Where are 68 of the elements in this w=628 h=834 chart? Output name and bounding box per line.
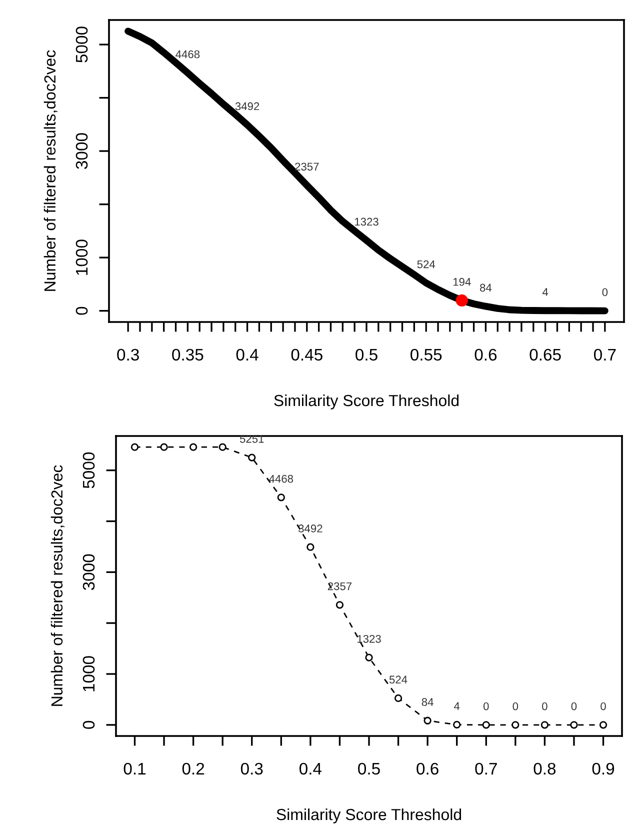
- data-label: 0: [512, 702, 518, 710]
- point: [218, 443, 226, 451]
- y-tick-label: 1000: [76, 240, 88, 275]
- data-label: 3492: [235, 102, 260, 110]
- y-tick-label: 5000: [82, 452, 95, 488]
- x-tick-label: 0.7: [594, 348, 616, 361]
- x-tick-label: 0.45: [291, 348, 322, 361]
- x-axis-title: Similarity Score Threshold: [276, 808, 462, 824]
- x-axis-title: Similarity Score Threshold: [274, 394, 459, 410]
- x-tick-label: 0.65: [530, 348, 561, 361]
- x-tick-label: 0.3: [240, 762, 263, 775]
- x-tick-label: 0.8: [534, 762, 556, 775]
- data-label: 4: [454, 702, 460, 710]
- y-tick-label: 3000: [82, 554, 95, 590]
- point: [306, 543, 314, 551]
- data-label: 3492: [298, 524, 322, 532]
- data-label: 0: [542, 702, 548, 710]
- data-label: 1323: [357, 634, 381, 643]
- point: [599, 721, 608, 729]
- x-tick-label: 0.5: [358, 762, 380, 775]
- data-label: 84: [422, 698, 434, 706]
- point: [453, 720, 461, 729]
- point: [277, 494, 285, 502]
- y-tick-label: 0: [82, 720, 95, 729]
- data-label: 4468: [176, 50, 200, 58]
- data-label: 0: [602, 288, 608, 296]
- x-tick-label: 0.2: [182, 762, 204, 775]
- x-tick-label: 0.35: [172, 348, 204, 361]
- data-label: 1323: [354, 218, 378, 226]
- point: [482, 721, 490, 729]
- point: [248, 454, 256, 462]
- point: [394, 694, 402, 702]
- data-label: 4: [542, 288, 548, 296]
- data-label: 4468: [269, 474, 294, 483]
- data-label: 524: [417, 260, 436, 268]
- point: [570, 721, 578, 729]
- data-label: 194: [453, 278, 471, 286]
- x-tick-label: 0.3: [117, 348, 139, 361]
- data-label: 524: [389, 676, 408, 684]
- data-label: 84: [480, 284, 492, 292]
- point: [189, 443, 198, 451]
- x-tick-label: 0.5: [356, 348, 378, 361]
- y-tick-label: 0: [76, 306, 88, 315]
- point: [130, 443, 139, 451]
- data-label: 0: [600, 702, 606, 710]
- x-tick-label: 0.7: [475, 762, 497, 775]
- point: [365, 654, 373, 662]
- x-tick-label: 0.6: [416, 762, 438, 775]
- x-tick-label: 0.9: [592, 762, 614, 775]
- y-axis-title: Number of filtered results,doc2vec: [44, 50, 58, 291]
- point: [160, 443, 168, 451]
- data-label: 2357: [295, 162, 319, 171]
- data-label: 0: [483, 702, 489, 710]
- data-label: 5251: [240, 434, 264, 443]
- point: [512, 721, 520, 729]
- x-tick-label: 0.4: [300, 762, 322, 775]
- x-tick-label: 0.4: [236, 348, 258, 361]
- point: [540, 721, 549, 729]
- data-label: 0: [571, 702, 577, 710]
- x-tick-label: 0.1: [124, 762, 146, 775]
- point: [336, 601, 344, 609]
- y-axis-title: Number of filtered results,doc2vec: [50, 465, 64, 706]
- y-tick-label: 5000: [76, 26, 88, 62]
- x-tick-label: 0.55: [410, 348, 442, 361]
- x-tick-label: 0.6: [474, 348, 497, 361]
- y-tick-label: 3000: [76, 133, 88, 169]
- y-tick-label: 1000: [82, 656, 95, 692]
- point: [424, 716, 432, 724]
